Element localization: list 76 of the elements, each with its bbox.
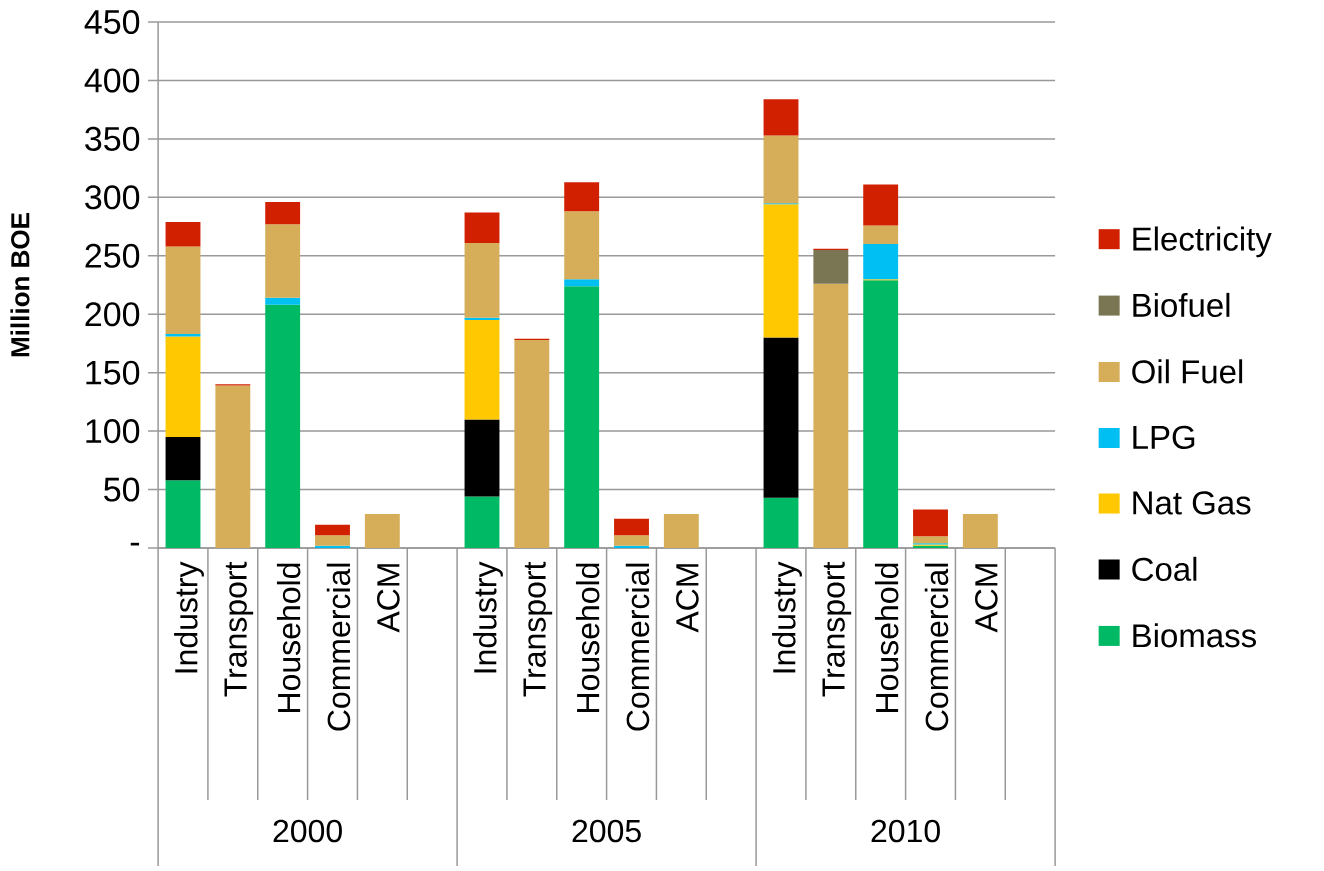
bar — [215, 385, 251, 548]
bar — [514, 339, 550, 548]
text: 2005 — [572, 819, 641, 843]
bar — [315, 524, 350, 536]
x-tick-label: Household — [575, 563, 600, 712]
y-tick-label: 400 — [84, 68, 140, 93]
y-tick-label: 100 — [86, 419, 140, 444]
x-tick-label: ACM — [377, 564, 400, 633]
y-tick-label: 50 — [104, 477, 140, 502]
bar — [464, 419, 500, 497]
x-tick-label: Industry — [473, 561, 503, 673]
bar — [165, 246, 201, 335]
y-tick-label: 300 — [85, 185, 140, 210]
x-tick-label: Household — [874, 563, 899, 712]
bar — [165, 221, 201, 247]
bar — [364, 514, 400, 548]
x-tick-label: Transport — [224, 561, 254, 697]
y-tick-label: 250 — [85, 243, 140, 268]
bar — [863, 244, 899, 280]
x-tick-label: Commercial — [625, 563, 650, 731]
bar — [464, 320, 500, 420]
text: 2010 — [871, 819, 940, 843]
y-axis-title: Million BOE — [10, 213, 30, 357]
x-tick-label: Industry — [174, 561, 204, 673]
bar — [614, 518, 649, 536]
legend-label: Biomass — [1133, 623, 1256, 648]
x-tick-label: Industry — [772, 561, 802, 673]
bar — [265, 202, 301, 225]
bar — [663, 514, 699, 548]
bar — [265, 297, 301, 305]
x-tick-label: Commercial — [326, 563, 351, 731]
x-tick-label: Transport — [822, 561, 852, 697]
bar — [763, 99, 799, 136]
bar — [614, 535, 649, 546]
x-tick-label: Transport — [523, 561, 553, 697]
bar — [564, 286, 600, 548]
y-tick-label: 450 — [84, 9, 140, 35]
bar — [863, 280, 899, 548]
x-tick-label: Household — [276, 563, 301, 712]
bar — [763, 135, 799, 204]
bar — [464, 242, 500, 318]
bar — [165, 336, 201, 437]
y-tick-label: 350 — [85, 126, 140, 151]
bar — [464, 212, 500, 243]
legend-label: Nat Gas — [1133, 491, 1251, 515]
bar — [763, 497, 799, 548]
bar — [913, 536, 948, 544]
bar — [962, 514, 998, 548]
bar — [763, 337, 799, 498]
bar — [813, 249, 849, 284]
x-tick-label: ACM — [975, 564, 998, 633]
text: 2000 — [273, 819, 342, 843]
bar — [564, 182, 600, 212]
x-tick-label: ACM — [676, 564, 699, 633]
y-tick-label: 200 — [85, 302, 140, 327]
bar — [315, 535, 350, 546]
x-tick-label: Commercial — [924, 563, 949, 731]
bar — [265, 304, 301, 548]
bar — [265, 224, 301, 298]
bar — [913, 509, 948, 537]
bar — [813, 283, 849, 548]
legend-label: Coal — [1132, 556, 1197, 582]
legend-label: LPG — [1133, 425, 1195, 450]
legend-label: Biofuel — [1133, 292, 1230, 318]
bar — [763, 204, 799, 338]
y-tick-label: - — [130, 542, 140, 546]
bar — [464, 496, 500, 548]
legend-label: Oil Fuel — [1132, 359, 1243, 384]
bar — [564, 211, 600, 280]
legend-label: Electricity — [1133, 226, 1272, 258]
bar — [564, 279, 600, 287]
bar — [165, 436, 201, 481]
bar — [863, 184, 899, 226]
bar — [165, 480, 201, 548]
y-tick-label: 150 — [86, 360, 140, 385]
bar — [863, 225, 899, 245]
